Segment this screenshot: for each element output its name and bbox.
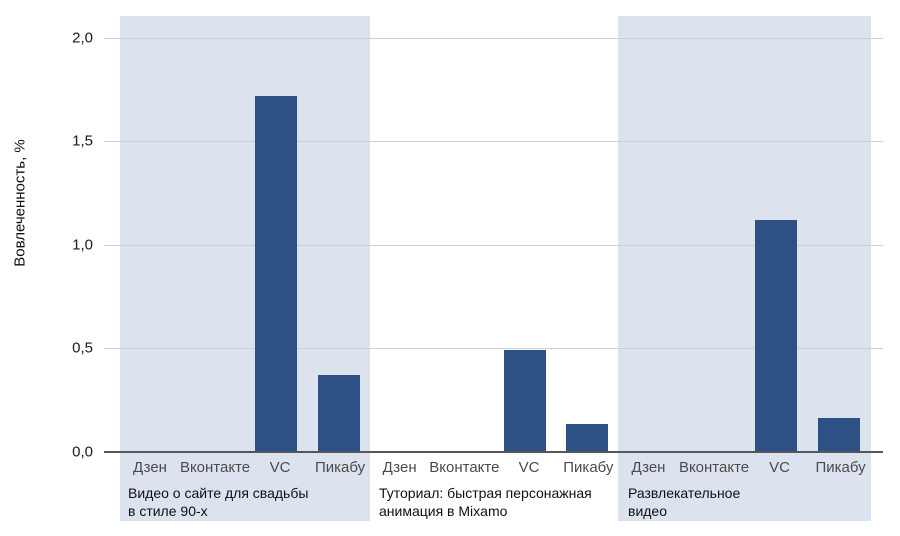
group-caption-line: Видео о сайте для свадьбы [128,485,309,501]
bar-Пикабу [566,424,608,451]
gridline-2-0 [104,38,883,39]
category-row-3: Дзен Вконтакте VC Пикабу [618,458,871,478]
category-label-dzen: Дзен [631,459,666,476]
category-label-pikabu: Пикабу [563,459,614,476]
category-label-vc: VC [769,459,791,476]
category-row-1: Дзен Вконтакте VC Пикабу [120,458,370,478]
gridline-1-5 [104,141,883,142]
bar-group-1 [120,16,370,451]
y-tick-0-5: 0,5 [72,339,93,357]
group-caption-line: Развлекательное [628,485,741,501]
y-tick-1-5: 1,5 [72,132,93,150]
category-row-2: Дзен Вконтакте VC Пикабу [370,458,618,478]
bar-Пикабу [818,418,860,451]
group-caption-1: Видео о сайте для свадьбы в стиле 90-х [128,484,308,520]
category-label-vc: VC [269,459,291,476]
bar-VC [755,220,797,451]
group-caption-line: в стиле 90-х [128,503,208,519]
bar-VC [504,350,546,451]
category-label-dzen: Дзен [382,459,417,476]
group-caption-line: видео [628,503,667,519]
group-caption-line: анимация в Mixamo [379,503,508,519]
category-label-vkontakte: Вконтакте [429,459,500,476]
group-caption-line: Туториал: быстрая персонажная [379,485,592,501]
category-label-dzen: Дзен [132,459,167,476]
category-label-pikabu: Пикабу [314,459,366,476]
category-label-vc: VC [518,459,540,476]
group-caption-2: Туториал: быстрая персонажная анимация в… [379,484,592,520]
y-tick-2-0: 2,0 [72,29,93,47]
x-axis-line [104,451,883,453]
category-label-pikabu: Пикабу [815,459,866,476]
y-tick-0-0: 0,0 [72,443,93,461]
category-label-vkontakte: Вконтакте [678,459,750,476]
bar-VC [255,96,297,451]
bar-group-2 [370,16,618,451]
category-label-vkontakte: Вконтакте [179,459,251,476]
y-axis-label: Вовлеченность, % [11,139,29,267]
gridline-1-0 [104,245,883,246]
bar-Пикабу [318,375,360,451]
y-tick-1-0: 1,0 [72,236,93,254]
group-caption-3: Развлекательное видео [628,484,740,520]
bar-group-3 [618,16,871,451]
gridline-0-5 [104,348,883,349]
